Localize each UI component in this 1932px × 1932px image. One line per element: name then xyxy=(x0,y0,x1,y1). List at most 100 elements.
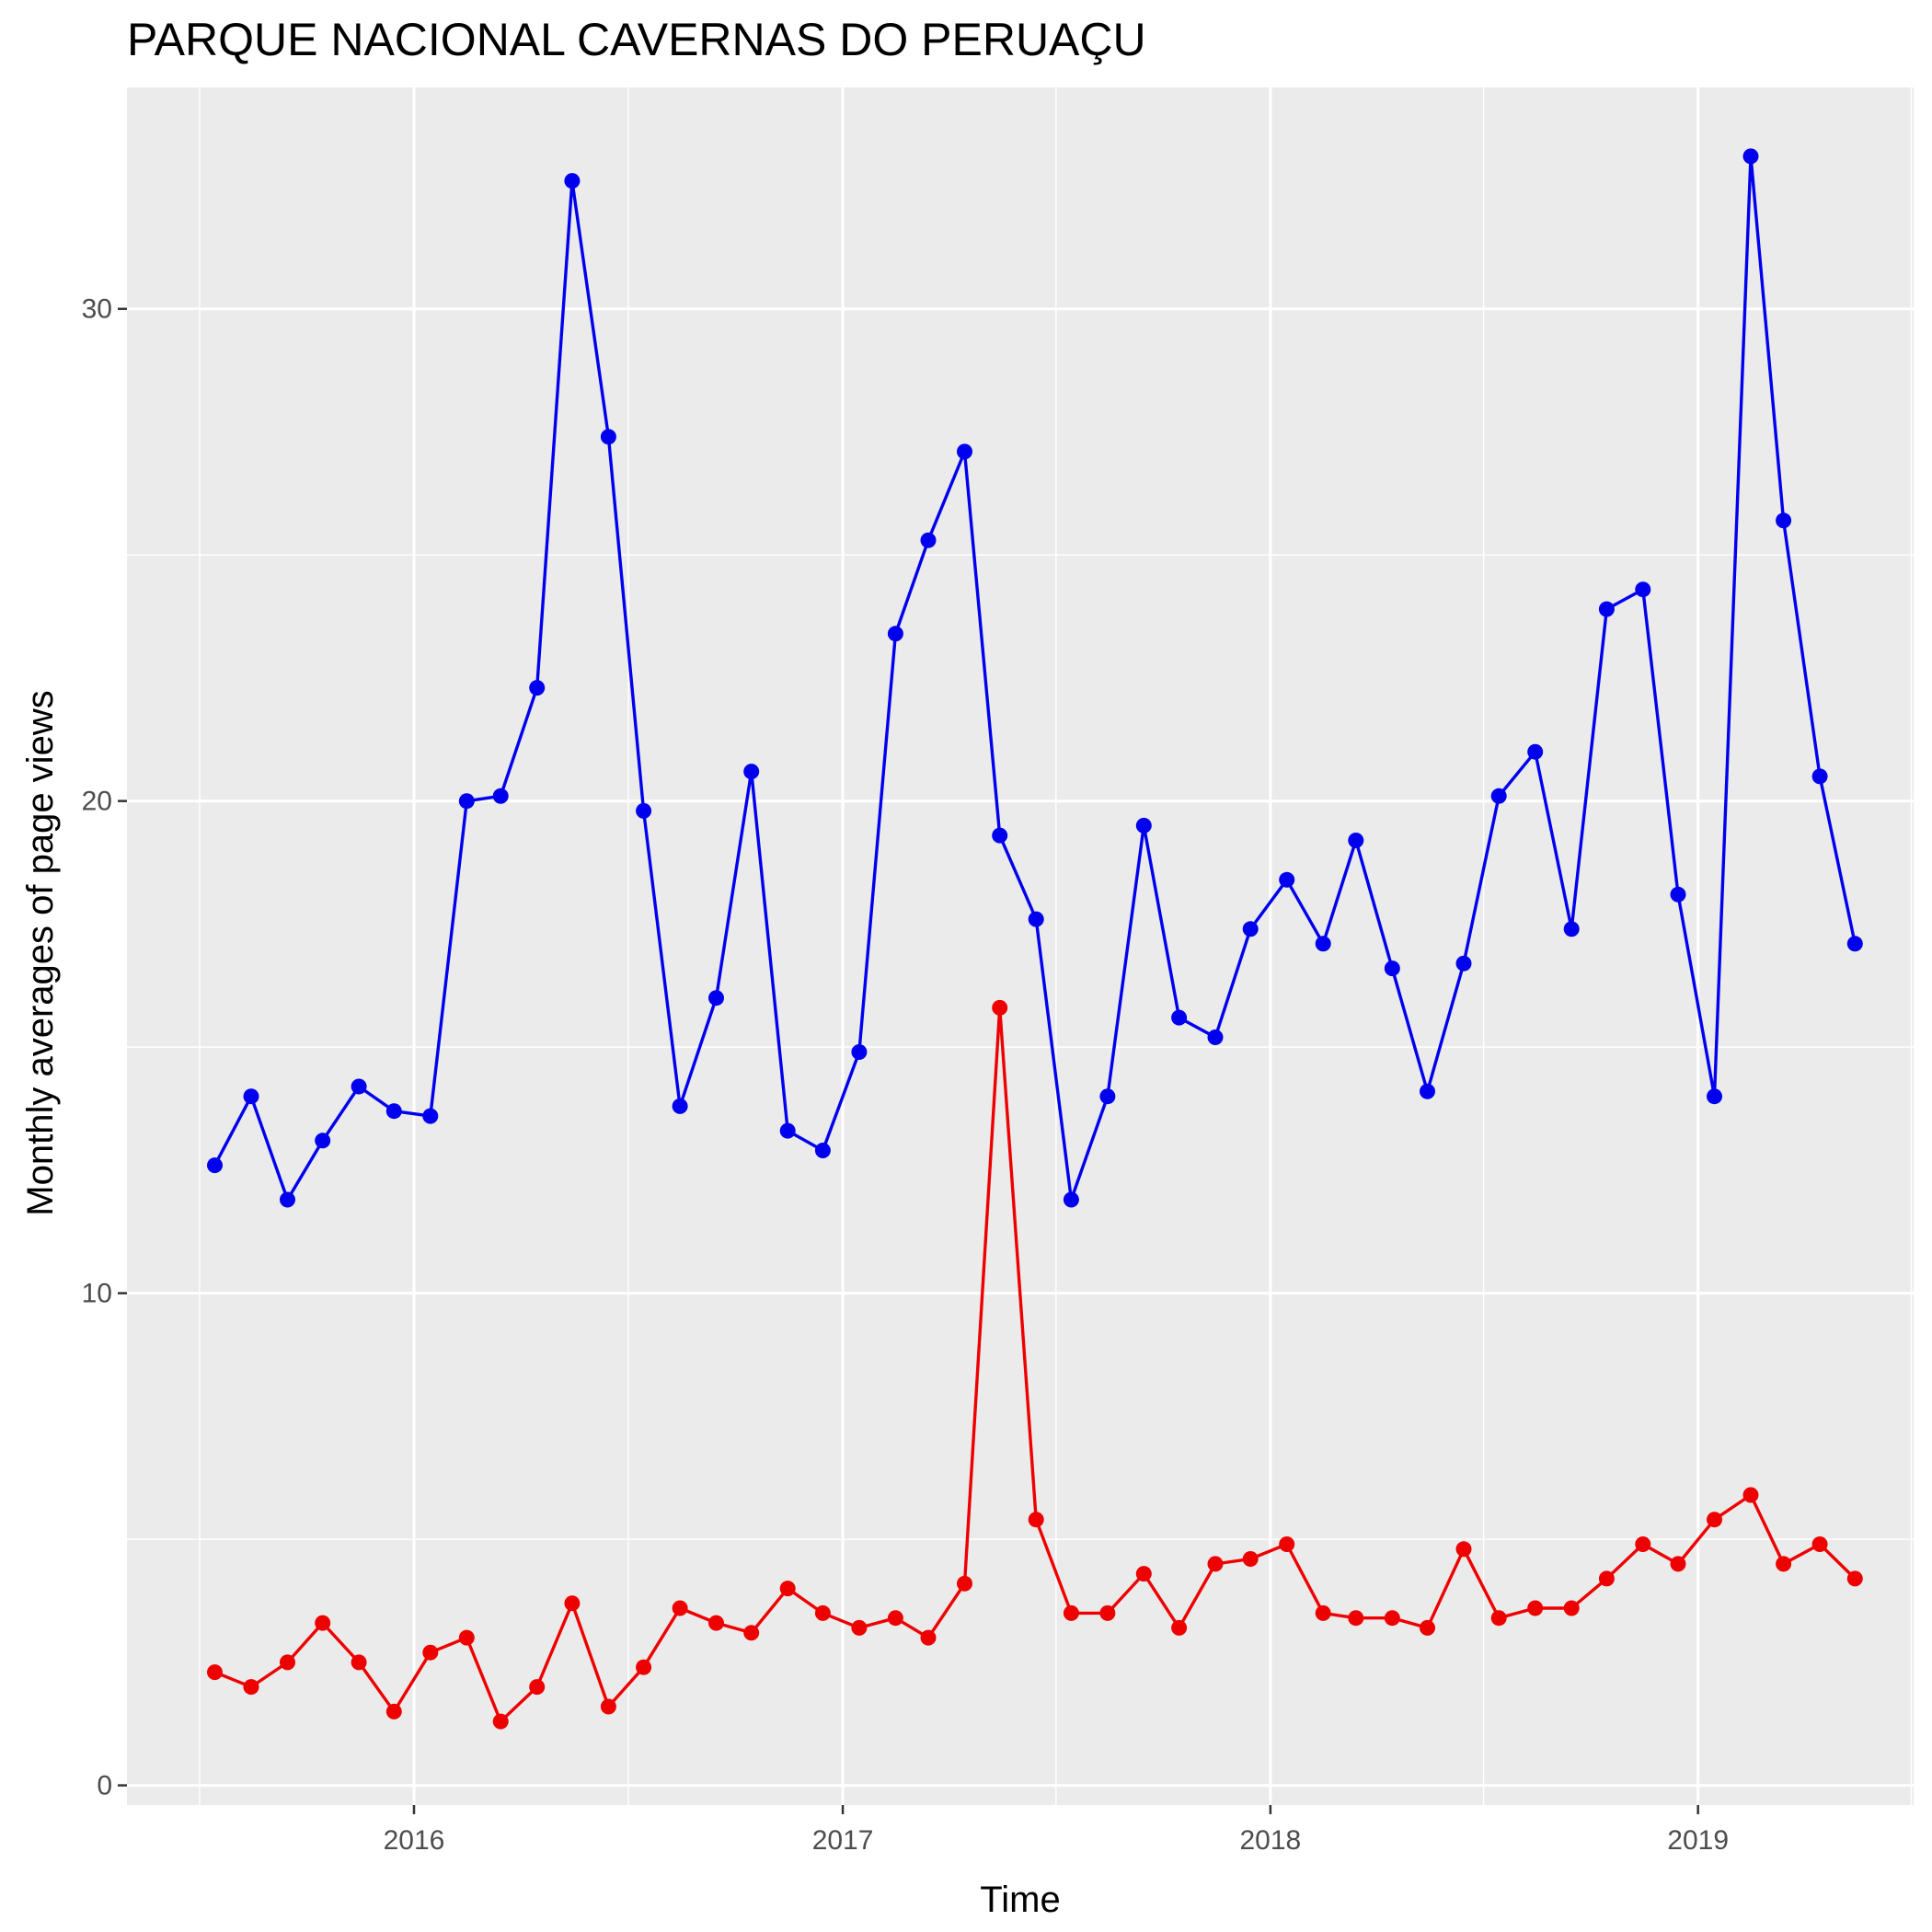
x-tick-label: 2018 xyxy=(1240,1825,1302,1856)
series-2-point xyxy=(1563,1600,1580,1616)
series-2-point xyxy=(1455,1541,1472,1558)
series-1-point xyxy=(1563,921,1580,937)
series-2-point xyxy=(1315,1604,1331,1621)
series-2-point xyxy=(743,1625,760,1641)
series-1-point xyxy=(1490,788,1507,804)
series-2-point xyxy=(280,1654,295,1671)
y-tick-label: 30 xyxy=(82,294,112,325)
series-2-point xyxy=(529,1679,546,1696)
series-1-point xyxy=(920,532,937,548)
series-2-point xyxy=(1348,1610,1364,1627)
series-2-point xyxy=(920,1629,937,1646)
axis-layer: 0 10 20 30 2016 2017 2018 2019 xyxy=(82,294,1729,1856)
series-2-point xyxy=(422,1644,439,1661)
series-1-point xyxy=(600,429,616,445)
series-1-point xyxy=(851,1044,868,1060)
series-1-point xyxy=(1420,1083,1435,1099)
series-2-point xyxy=(1207,1556,1224,1572)
series-1-point xyxy=(1348,833,1364,848)
series-1-point xyxy=(458,793,475,810)
series-2-point xyxy=(992,999,1008,1016)
series-1-point xyxy=(280,1191,295,1208)
series-2-point xyxy=(957,1575,972,1592)
series-2-point xyxy=(492,1713,509,1730)
series-1-point xyxy=(708,990,724,1006)
series-2-point xyxy=(315,1615,331,1631)
series-2-point xyxy=(600,1698,616,1715)
series-2-point xyxy=(1846,1570,1863,1587)
series-1-point xyxy=(1315,936,1331,952)
x-tick-label: 2017 xyxy=(812,1825,874,1856)
series-2-point xyxy=(814,1604,831,1621)
series-2-point xyxy=(1527,1600,1544,1616)
series-2-point xyxy=(1135,1566,1152,1582)
series-2-point xyxy=(708,1615,724,1631)
series-2-point xyxy=(243,1679,259,1696)
series-1-point xyxy=(1207,1029,1224,1045)
x-tick-label: 2019 xyxy=(1667,1825,1729,1856)
series-2-point xyxy=(385,1703,402,1719)
series-1-point xyxy=(636,802,652,819)
series-1-point xyxy=(1099,1088,1116,1105)
series-2-point xyxy=(207,1664,223,1681)
series-2-point xyxy=(1707,1512,1722,1528)
series-1-point xyxy=(1776,512,1792,529)
y-axis-title: Monthly averages of page views xyxy=(20,690,61,1215)
series-1-point xyxy=(1742,148,1759,165)
series-1-point xyxy=(1707,1088,1722,1105)
series-2-point xyxy=(1670,1556,1686,1572)
series-2-point xyxy=(564,1595,581,1612)
series-1-point xyxy=(1455,955,1472,972)
series-2-point xyxy=(1598,1570,1615,1587)
series-2-point xyxy=(1279,1536,1295,1552)
series-1-point xyxy=(1846,936,1863,952)
series-2-point xyxy=(1742,1487,1759,1503)
series-2-point xyxy=(1063,1604,1079,1621)
series-2-point xyxy=(1242,1551,1259,1567)
series-1-point xyxy=(672,1098,688,1114)
chart-title: PARQUE NACIONAL CAVERNAS DO PERUAÇU xyxy=(127,14,1146,65)
series-1-point xyxy=(779,1122,796,1139)
series-1-point xyxy=(1279,871,1295,888)
series-layer xyxy=(207,148,1863,1730)
series-1-point xyxy=(814,1143,831,1158)
series-1-point xyxy=(957,443,972,460)
series-2-point xyxy=(1490,1610,1507,1627)
grid-layer xyxy=(127,87,1914,1805)
series-2-point xyxy=(351,1654,367,1671)
series-1-point xyxy=(1598,601,1615,617)
series-2-point xyxy=(1776,1556,1792,1572)
series-2-point xyxy=(887,1610,903,1627)
y-tick-label: 10 xyxy=(82,1279,112,1309)
series-1-point xyxy=(492,788,509,804)
y-tick-label: 20 xyxy=(82,787,112,817)
series-2-point xyxy=(779,1581,796,1597)
series-1-point xyxy=(1063,1191,1079,1208)
series-1-point xyxy=(207,1157,223,1174)
series-1-point xyxy=(351,1078,367,1095)
series-2-point xyxy=(1811,1536,1828,1552)
series-1-point xyxy=(422,1108,439,1124)
series-1-point xyxy=(992,827,1008,844)
series-2-point xyxy=(1635,1536,1651,1552)
series-1-point xyxy=(564,173,581,190)
series-1-point xyxy=(315,1133,331,1149)
x-tick-label: 2016 xyxy=(384,1825,445,1856)
series-2-point xyxy=(1171,1619,1188,1636)
x-axis-title: Time xyxy=(980,1880,1060,1920)
series-2-point xyxy=(1028,1512,1044,1528)
series-2-point xyxy=(672,1600,688,1616)
series-2-point xyxy=(458,1629,475,1646)
series-1-point xyxy=(1527,743,1544,760)
series-1-point xyxy=(1242,921,1259,937)
series-1-point xyxy=(385,1103,402,1120)
series-1-point xyxy=(743,764,760,780)
series-1-point xyxy=(1811,768,1828,785)
series-2-point xyxy=(851,1619,868,1636)
series-1-point xyxy=(1028,911,1044,927)
y-tick-label: 0 xyxy=(97,1771,112,1801)
series-1-point xyxy=(1635,581,1651,598)
series-1-point xyxy=(887,626,903,642)
series-1-point xyxy=(529,680,546,696)
